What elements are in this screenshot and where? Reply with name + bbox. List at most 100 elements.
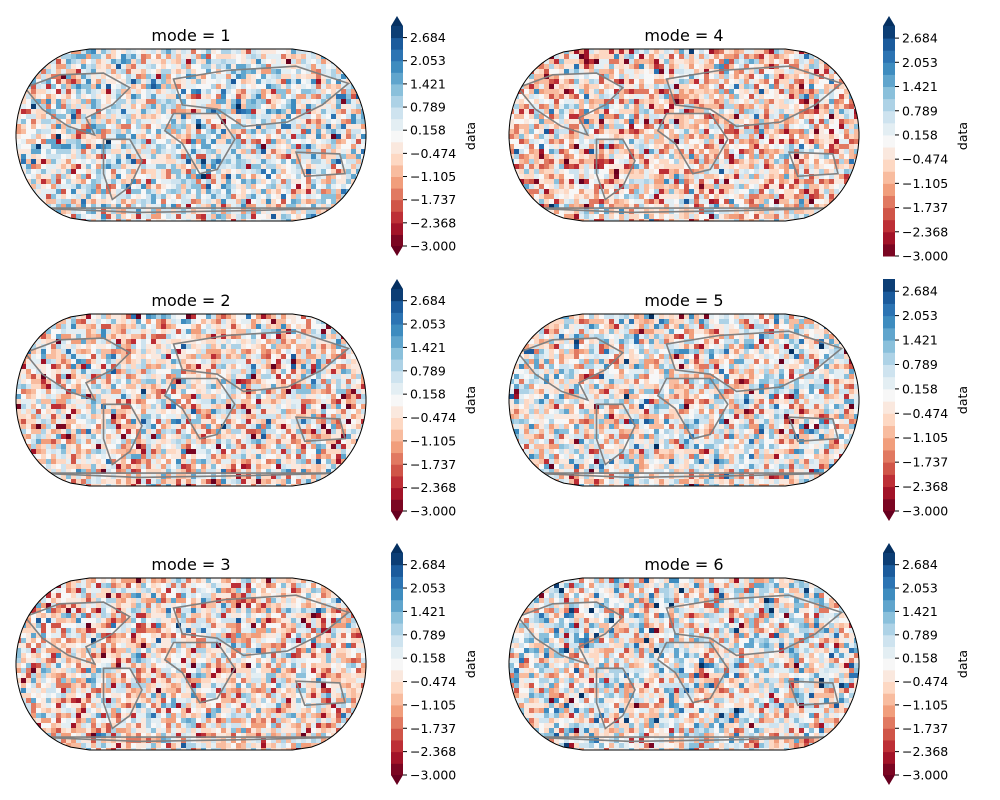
heatmap-cell bbox=[709, 144, 714, 149]
heatmap-cell bbox=[76, 109, 81, 114]
heatmap-cell bbox=[71, 204, 76, 209]
heatmap-cell bbox=[549, 94, 554, 99]
heatmap-cell bbox=[216, 84, 221, 89]
heatmap-cell bbox=[684, 164, 689, 169]
heatmap-cell bbox=[216, 169, 221, 174]
heatmap-cell bbox=[824, 219, 829, 221]
heatmap-cell bbox=[624, 49, 629, 54]
heatmap-cell bbox=[589, 134, 594, 139]
heatmap-cell bbox=[759, 74, 764, 79]
heatmap-cell bbox=[809, 154, 814, 159]
heatmap-cell bbox=[694, 129, 699, 134]
heatmap-cell bbox=[799, 154, 804, 159]
heatmap-cell bbox=[196, 109, 201, 114]
heatmap-cell bbox=[346, 194, 351, 199]
heatmap-cell bbox=[231, 79, 236, 84]
heatmap-cell bbox=[96, 54, 101, 59]
heatmap-cell bbox=[151, 179, 156, 184]
heatmap-cell bbox=[216, 129, 221, 134]
heatmap-cell bbox=[529, 94, 534, 99]
heatmap-cell bbox=[744, 194, 749, 199]
heatmap-cell bbox=[764, 159, 769, 164]
heatmap-cell bbox=[126, 219, 131, 221]
heatmap-cell bbox=[131, 129, 136, 134]
heatmap-cell bbox=[754, 84, 759, 89]
heatmap-cell bbox=[519, 154, 524, 159]
heatmap-cell bbox=[246, 159, 251, 164]
heatmap-cell bbox=[66, 214, 71, 219]
heatmap-cell bbox=[266, 184, 271, 189]
heatmap-cell bbox=[16, 204, 21, 209]
heatmap-cell bbox=[181, 124, 186, 129]
heatmap-cell bbox=[106, 164, 111, 169]
heatmap-cell bbox=[116, 59, 121, 64]
heatmap-cell bbox=[684, 214, 689, 219]
heatmap-cell bbox=[361, 94, 366, 99]
heatmap-cell bbox=[754, 94, 759, 99]
heatmap-cell bbox=[226, 129, 231, 134]
coastline bbox=[787, 151, 840, 178]
heatmap-cell bbox=[544, 109, 549, 114]
heatmap-cell bbox=[824, 79, 829, 84]
heatmap-cell bbox=[584, 104, 589, 109]
heatmap-cell bbox=[261, 184, 266, 189]
heatmap-cell bbox=[669, 54, 674, 59]
heatmap-cell bbox=[116, 99, 121, 104]
heatmap-cell bbox=[256, 54, 261, 59]
heatmap-cell bbox=[246, 74, 251, 79]
heatmap-cell bbox=[604, 74, 609, 79]
colorbar-tick-label: −0.474 bbox=[410, 146, 456, 161]
heatmap-cell bbox=[306, 69, 311, 74]
heatmap-cell bbox=[31, 164, 36, 169]
heatmap-cell bbox=[56, 174, 61, 179]
heatmap-cell bbox=[819, 139, 824, 144]
heatmap-cell bbox=[539, 214, 544, 219]
heatmap-cell bbox=[584, 79, 589, 84]
heatmap-cell bbox=[824, 129, 829, 134]
heatmap-cell bbox=[46, 54, 51, 59]
heatmap-cell bbox=[126, 144, 131, 149]
heatmap-cell bbox=[574, 69, 579, 74]
heatmap-cell bbox=[31, 119, 36, 124]
heatmap-cell bbox=[231, 189, 236, 194]
heatmap-cell bbox=[764, 154, 769, 159]
heatmap-cell bbox=[26, 74, 31, 79]
heatmap-cell bbox=[819, 104, 824, 109]
heatmap-cell bbox=[529, 84, 534, 89]
heatmap-cell bbox=[311, 114, 316, 119]
heatmap-cell bbox=[336, 189, 341, 194]
heatmap-cell bbox=[306, 164, 311, 169]
heatmap-cell bbox=[271, 154, 276, 159]
heatmap-cell bbox=[236, 204, 241, 209]
heatmap-cell bbox=[111, 184, 116, 189]
heatmap-cell bbox=[36, 84, 41, 89]
heatmap-cell bbox=[26, 204, 31, 209]
heatmap-cell bbox=[684, 204, 689, 209]
heatmap-cell bbox=[56, 219, 61, 221]
heatmap-cell bbox=[724, 99, 729, 104]
heatmap-cell bbox=[71, 94, 76, 99]
heatmap-cell bbox=[649, 69, 654, 74]
heatmap-cell bbox=[61, 64, 66, 69]
heatmap-cell bbox=[694, 219, 699, 221]
heatmap-cell bbox=[709, 59, 714, 64]
heatmap-cell bbox=[574, 49, 579, 54]
heatmap-cell bbox=[639, 79, 644, 84]
heatmap-cell bbox=[824, 89, 829, 94]
heatmap-cell bbox=[549, 84, 554, 89]
heatmap-cell bbox=[779, 89, 784, 94]
heatmap-cell bbox=[804, 184, 809, 189]
heatmap-cell bbox=[674, 164, 679, 169]
heatmap-cell bbox=[346, 174, 351, 179]
heatmap-cell bbox=[554, 154, 559, 159]
heatmap-cell bbox=[351, 194, 356, 199]
heatmap-cell bbox=[534, 69, 539, 74]
heatmap-cell bbox=[659, 179, 664, 184]
heatmap-cell bbox=[186, 69, 191, 74]
heatmap-cell bbox=[171, 199, 176, 204]
heatmap-cell bbox=[326, 179, 331, 184]
heatmap-cell bbox=[226, 124, 231, 129]
heatmap-cell bbox=[564, 139, 569, 144]
heatmap-cell bbox=[321, 134, 326, 139]
heatmap-cell bbox=[769, 74, 774, 79]
